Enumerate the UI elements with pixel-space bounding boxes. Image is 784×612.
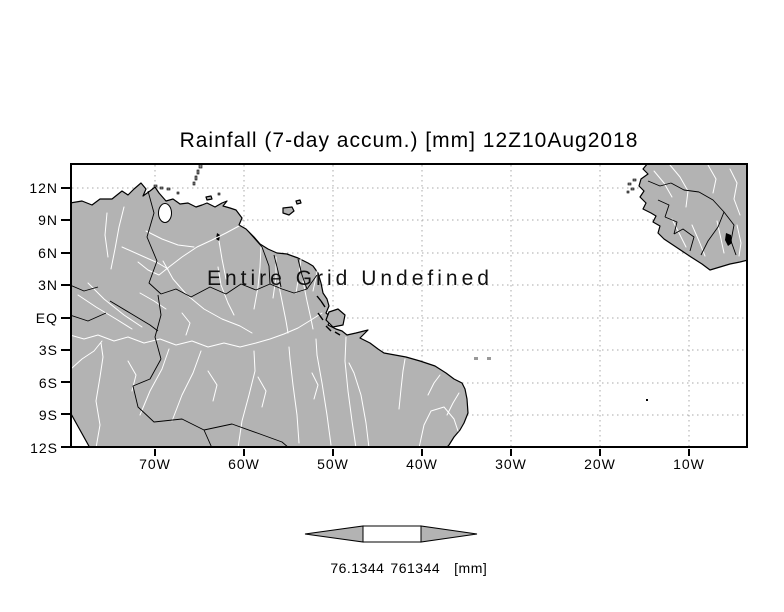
landmasses	[69, 162, 749, 449]
y-axis-label: 3N	[38, 277, 58, 293]
island-tobago	[295, 199, 302, 205]
y-axis-label: 6N	[38, 245, 58, 261]
y-axis-label: EQ	[35, 310, 58, 326]
colorbar-left-arrow	[304, 525, 364, 543]
y-axis-tick	[61, 349, 70, 351]
island-trinidad	[282, 206, 295, 216]
africa-coastline	[638, 162, 749, 271]
x-axis-label: 70W	[139, 456, 171, 472]
lake-maracaibo	[158, 203, 172, 223]
x-axis-label: 30W	[495, 456, 527, 472]
x-axis-tick	[154, 449, 156, 456]
y-axis-label: 9S	[38, 407, 58, 423]
y-axis-label: 12N	[29, 180, 58, 196]
map-svg	[69, 162, 749, 449]
y-axis-label: 12S	[30, 440, 58, 456]
african-lake	[725, 233, 732, 246]
island-margarita	[205, 195, 213, 201]
colorbar-label: 76.1344 761344 [mm]	[290, 544, 510, 592]
colorbar	[304, 525, 478, 543]
x-axis-tick	[688, 449, 690, 456]
colorbar-units: [mm]	[454, 560, 488, 576]
x-axis-label: 20W	[584, 456, 616, 472]
y-axis-tick	[61, 381, 70, 383]
y-axis-label: 9N	[38, 212, 58, 228]
y-axis-label: 3S	[38, 342, 58, 358]
colorbar-right-arrow	[420, 525, 478, 543]
x-axis-label: 10W	[673, 456, 705, 472]
grid-undefined-message: Entire Grid Undefined	[207, 267, 493, 290]
colorbar-cell	[362, 525, 422, 543]
y-axis-tick	[61, 219, 70, 221]
y-axis-tick	[61, 413, 70, 415]
x-axis-tick	[510, 449, 512, 456]
colorbar-min-value: 76.1344	[330, 560, 385, 576]
y-axis-tick	[61, 317, 70, 319]
x-axis-tick	[421, 449, 423, 456]
y-axis-tick	[61, 446, 70, 448]
x-axis-tick	[599, 449, 601, 456]
x-axis-label: 50W	[317, 456, 349, 472]
map-plot-area: Entire Grid Undefined	[69, 162, 749, 449]
country-borders	[69, 180, 737, 449]
island-marajo	[325, 308, 346, 328]
colorbar-max-value: 761344	[390, 560, 441, 576]
x-axis-tick	[243, 449, 245, 456]
plot-frame	[70, 163, 748, 448]
y-axis-tick	[61, 187, 70, 189]
x-axis-tick	[332, 449, 334, 456]
y-axis-tick	[61, 284, 70, 286]
y-axis-label: 6S	[38, 375, 58, 391]
x-axis-label: 60W	[228, 456, 260, 472]
plot-title: Rainfall (7-day accum.) [mm] 12Z10Aug201…	[179, 129, 639, 152]
amazon-delta-detail	[316, 295, 341, 336]
y-axis-tick	[61, 252, 70, 254]
atlantic-islets	[474, 357, 648, 401]
x-axis-label: 40W	[406, 456, 438, 472]
